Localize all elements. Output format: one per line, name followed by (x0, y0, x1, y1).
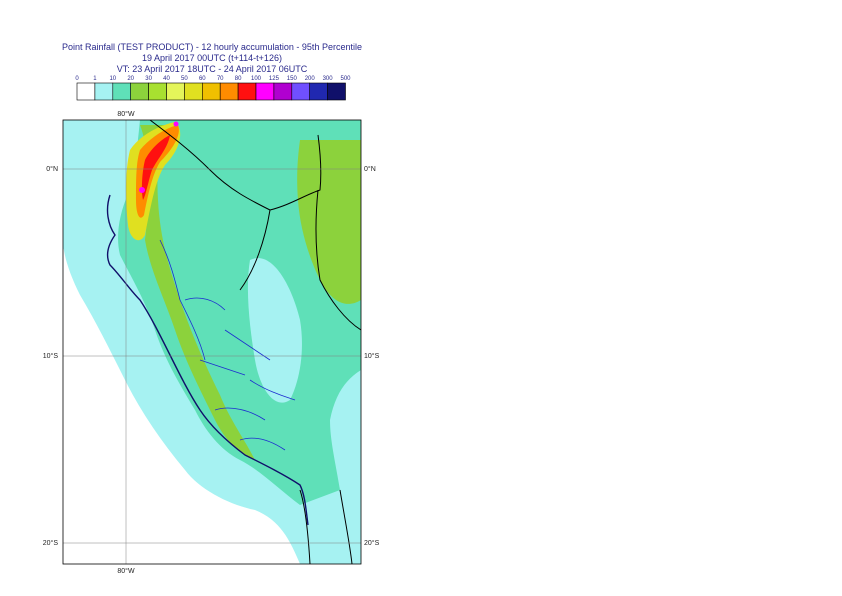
legend-swatch (327, 82, 346, 101)
rain-max-magenta-2 (173, 121, 179, 127)
country-borders (149, 120, 361, 564)
no-rain-ocean (63, 260, 255, 564)
legend-tick-label: 125 (269, 76, 280, 82)
legend-tick-label: 20 (127, 76, 134, 82)
rain-band-1mm-east (247, 258, 302, 403)
lon-label-bottom: 80°W (117, 567, 135, 575)
legend-tick-label: 0 (75, 76, 79, 82)
legend-tick-label: 30 (145, 76, 152, 82)
legend-tick-label: 1 (93, 76, 97, 82)
legend-tick-label: 60 (199, 76, 206, 82)
rain-band-70mm-north (136, 125, 179, 218)
legend-tick-label: 300 (323, 76, 334, 82)
legend-tick-label: 80 (235, 76, 242, 82)
rain-band-1mm-ocean-west (63, 120, 140, 250)
legend-tick-label: 200 (305, 76, 316, 82)
legend-tick-label: 10 (109, 76, 116, 82)
rain-band-20mm-east (297, 140, 361, 304)
lat-label-20-left: 20°S (43, 539, 59, 547)
lat-label-10-right: 10°S (364, 352, 380, 360)
legend-tick-label: 150 (287, 76, 298, 82)
legend-tick-label: 100 (251, 76, 262, 82)
peru-coastline (106, 194, 309, 526)
legend-tick-label: 70 (217, 76, 224, 82)
valid-time-label: VT: 23 April 2017 18UTC - 24 April 2017 … (116, 64, 308, 74)
chart-title: Point Rainfall (TEST PRODUCT) - 12 hourl… (62, 42, 362, 52)
lat-label-0-right: 0°N (364, 165, 376, 173)
map-frame (62, 119, 362, 565)
department-borders (159, 239, 296, 451)
legend-tick-label: 50 (181, 76, 188, 82)
lon-label-top: 80°W (117, 110, 135, 118)
legend-tick-label: 40 (163, 76, 170, 82)
lat-label-20-right: 20°S (364, 539, 380, 547)
rain-max-magenta (139, 187, 145, 193)
lat-label-10-left: 10°S (43, 352, 59, 360)
lat-label-0-left: 0°N (46, 165, 58, 173)
legend-tick-label: 500 (340, 76, 351, 82)
base-time-label: 19 April 2017 00UTC (t+114-t+126) (142, 53, 282, 63)
rain-band-80mm-north (141, 135, 170, 200)
color-legend: 0 1 10 20 30 40 50 60 70 80 100 125 150 200 300 500 (75, 76, 351, 101)
